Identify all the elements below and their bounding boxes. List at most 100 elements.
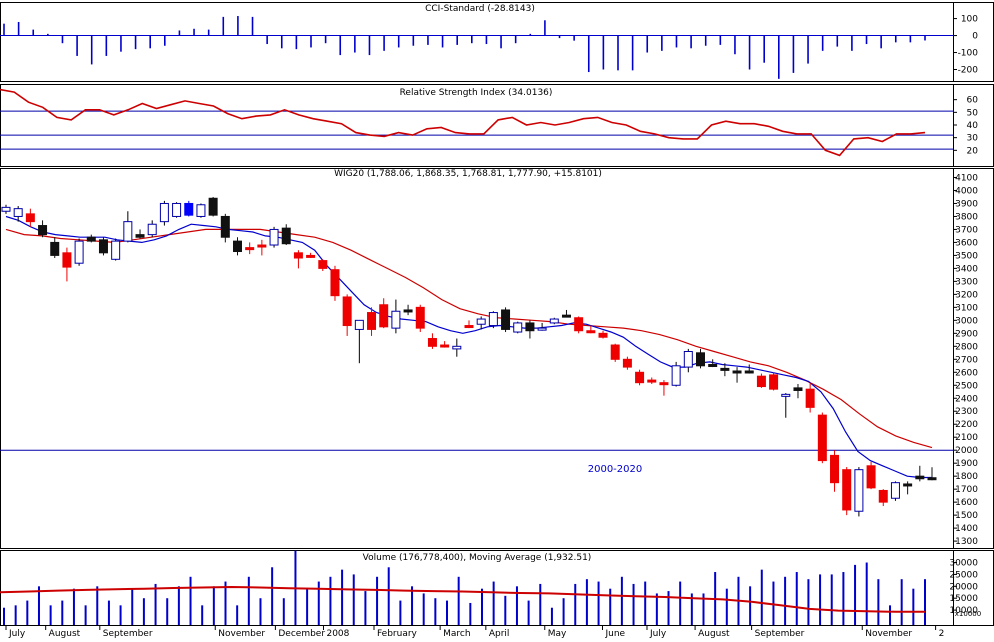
- candle-body: [561, 314, 571, 318]
- price-axis-tick-label: 2800: [955, 342, 978, 352]
- candle-body: [610, 344, 620, 360]
- month-label: May: [548, 629, 567, 638]
- candle-body: [647, 379, 657, 383]
- price-axis-tick-label: 2100: [955, 433, 978, 443]
- volume-bars: [0, 550, 926, 625]
- candle-body: [147, 223, 157, 236]
- price-axis-tick-label: 1600: [955, 498, 978, 508]
- candle-body: [38, 225, 48, 236]
- price-axis-tick-label: 3100: [955, 303, 978, 313]
- price-axis-tick-label: 3800: [955, 212, 978, 222]
- candle-body: [817, 414, 827, 462]
- candle-body: [927, 477, 937, 481]
- month-label: December: [278, 629, 325, 638]
- ma-long-line: [5, 228, 933, 449]
- month-label: November: [865, 629, 912, 638]
- price-axis-tick-label: 2700: [955, 355, 978, 365]
- cci-axis-tick-label: 100: [961, 15, 978, 25]
- candle-body: [62, 252, 72, 268]
- candle-body: [586, 330, 596, 334]
- candle-body: [220, 215, 230, 238]
- price-axis-tick-label: 2000: [955, 446, 978, 456]
- rsi-axis-tick-label: 20: [967, 146, 979, 156]
- rsi-line: [0, 88, 926, 157]
- candle-body: [403, 309, 413, 313]
- candle-body: [525, 322, 535, 332]
- candle-body: [866, 465, 876, 489]
- price-axis-tick-label: 3000: [955, 316, 978, 326]
- volume-axis-tick-label: 10000: [949, 606, 978, 616]
- candle-body: [890, 482, 900, 499]
- price-axis-tick-label: 3300: [955, 277, 978, 287]
- y-axes: 100 0 -100 -200 60 50 40 30 20 4100 4000 3900 3800 37…: [949, 15, 978, 617]
- month-label: April: [489, 629, 510, 638]
- price-axis-tick-label: 3600: [955, 238, 978, 248]
- candle-body: [903, 483, 913, 487]
- month-label: 2: [939, 629, 945, 638]
- candle-body: [245, 247, 255, 251]
- month-label: November: [218, 629, 265, 638]
- candle-body: [391, 310, 401, 329]
- candle-body: [878, 489, 888, 503]
- candle-body: [257, 244, 267, 248]
- price-candles: [0, 196, 953, 517]
- candle-body: [513, 322, 523, 333]
- candle-body: [293, 252, 303, 259]
- candle-body: [805, 388, 815, 408]
- candle-body: [1, 206, 11, 212]
- price-axis-tick-label: 4000: [955, 186, 978, 196]
- candle-body: [683, 351, 693, 368]
- candle-body: [123, 221, 133, 242]
- rsi-axis-tick-label: 60: [967, 96, 979, 106]
- price-axis-tick-label: 1400: [955, 524, 978, 534]
- candle-body: [574, 317, 584, 332]
- price-axis-tick-label: 4100: [955, 173, 978, 183]
- candle-body: [135, 234, 145, 238]
- candle-body: [501, 309, 511, 330]
- price-axis-tick-label: 1700: [955, 485, 978, 495]
- price-axis-tick-label: 3700: [955, 225, 978, 235]
- candle-body: [659, 382, 669, 386]
- wig20-title: WIG20 (1,788.06, 1,868.35, 1,768.81, 1,7…: [334, 169, 602, 179]
- candle-body: [74, 240, 84, 264]
- month-label: August: [698, 629, 730, 638]
- candle-body: [476, 318, 486, 325]
- month-label: February: [377, 629, 418, 638]
- candle-body: [440, 344, 450, 348]
- cci-axis-tick-label: 0: [972, 32, 978, 42]
- candle-body: [25, 213, 35, 223]
- month-label: July: [649, 629, 667, 638]
- cci-axis-tick-label: -100: [958, 49, 979, 59]
- rsi-axis-tick-label: 30: [967, 134, 979, 144]
- candle-body: [306, 254, 316, 258]
- candle-body: [13, 208, 23, 217]
- candle-body: [756, 375, 766, 388]
- candle-body: [622, 358, 632, 368]
- candle-body: [159, 202, 169, 223]
- candle-body: [415, 306, 425, 329]
- rsi-axis-tick-label: 50: [967, 108, 979, 118]
- candle-body: [830, 454, 840, 484]
- cci-title: CCI-Standard (-28.8143): [425, 4, 535, 14]
- candle-body: [269, 228, 279, 246]
- candle-body: [598, 332, 608, 338]
- candle-body: [781, 393, 791, 397]
- candle-body: [196, 204, 206, 217]
- price-axis-tick-label: 2900: [955, 329, 978, 339]
- month-label: September: [755, 629, 805, 638]
- month-label: September: [103, 629, 153, 638]
- month-label: June: [604, 629, 625, 638]
- volume-unit-label: x10000: [955, 610, 981, 618]
- rsi-lines: [0, 88, 953, 157]
- price-axis-tick-label: 3500: [955, 251, 978, 261]
- volume-axis-tick-label: 15000: [949, 594, 978, 604]
- candle-body: [671, 365, 681, 386]
- candle-body: [915, 475, 925, 480]
- candle-body: [696, 352, 705, 367]
- candle-body: [488, 312, 498, 327]
- candle-body: [208, 197, 218, 216]
- candle-body: [281, 227, 291, 245]
- candle-body: [537, 327, 547, 331]
